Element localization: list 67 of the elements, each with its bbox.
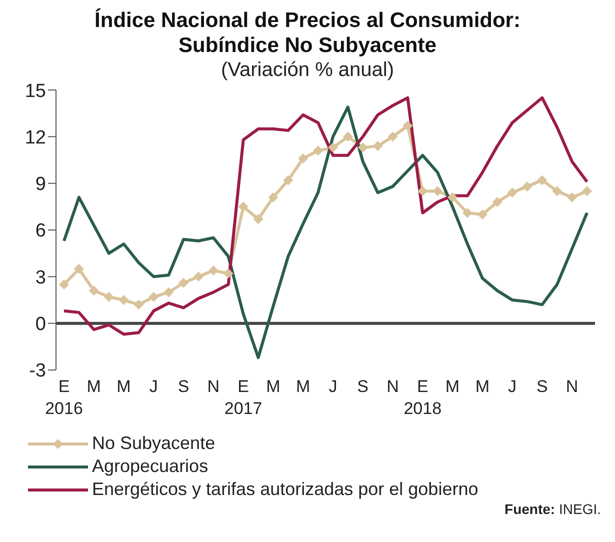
point (134, 300, 144, 310)
point (388, 132, 398, 142)
text: Fuente: INEGI. (504, 501, 601, 517)
x-tick-label: M (116, 377, 131, 396)
x-tick-label: M (296, 377, 310, 396)
point (522, 181, 532, 192)
point (178, 278, 189, 288)
point (118, 295, 129, 305)
y-tick-label: 0 (35, 314, 46, 336)
x-tick-label: S (178, 377, 190, 396)
point (477, 209, 488, 220)
y-tick-label: 3 (35, 267, 46, 288)
point (552, 186, 562, 196)
point (268, 192, 278, 202)
point (418, 186, 428, 196)
legend-label: Energéticos y tarifas autorizadas por el gobierno (92, 479, 478, 500)
x-tick-label: M (86, 377, 101, 396)
point (567, 192, 578, 202)
point (104, 292, 114, 302)
point (448, 192, 458, 202)
y-tick-label: 12 (24, 127, 46, 148)
point (402, 120, 413, 131)
point (313, 146, 324, 156)
point (283, 175, 294, 186)
point (462, 208, 472, 218)
x-tick-label: J (328, 377, 338, 396)
x-tick-label: N (386, 377, 399, 396)
point (582, 186, 592, 196)
y-tick-label: 6 (35, 220, 46, 242)
x-tick-label: E 2018 (404, 377, 442, 418)
legend-label: Agropecuarios (92, 456, 208, 477)
x-tick-label: E 2016 (45, 377, 83, 418)
x-tick-label: S (536, 377, 548, 396)
y-tick-label: -3 (29, 360, 46, 382)
point (492, 197, 502, 207)
point (59, 279, 69, 290)
x-tick-label: J (149, 377, 158, 396)
point (208, 265, 218, 276)
x-tick-label: J (508, 377, 517, 396)
chart-subtitle: (Variación % anual) (220, 58, 396, 82)
point (372, 141, 383, 151)
point (253, 214, 264, 224)
point (432, 186, 443, 196)
x-tick-label: M (445, 377, 460, 396)
chart-title: Índice Nacional de Precios al Consumidor: Subíndice No Subyacente (94, 8, 522, 58)
point (238, 202, 248, 212)
point (537, 175, 548, 186)
point (507, 188, 518, 198)
point (223, 268, 234, 279)
point (298, 153, 308, 164)
point (358, 142, 368, 153)
x-tick-label: N (207, 377, 220, 396)
point (342, 132, 353, 142)
x-tick-label: N (566, 377, 578, 396)
x-tick-label: M (475, 377, 490, 396)
point (164, 287, 174, 298)
y-tick-label: 15 (24, 80, 46, 102)
point (88, 286, 99, 296)
point (193, 272, 204, 282)
x-tick-label: E 2017 (224, 377, 262, 418)
legend-label: No Subyacente (92, 433, 216, 454)
point (74, 264, 84, 274)
point (148, 292, 159, 302)
x-tick-label: M (266, 377, 280, 396)
x-tick-label: S (357, 377, 369, 396)
point (328, 142, 338, 153)
y-tick-label: 9 (35, 174, 46, 196)
